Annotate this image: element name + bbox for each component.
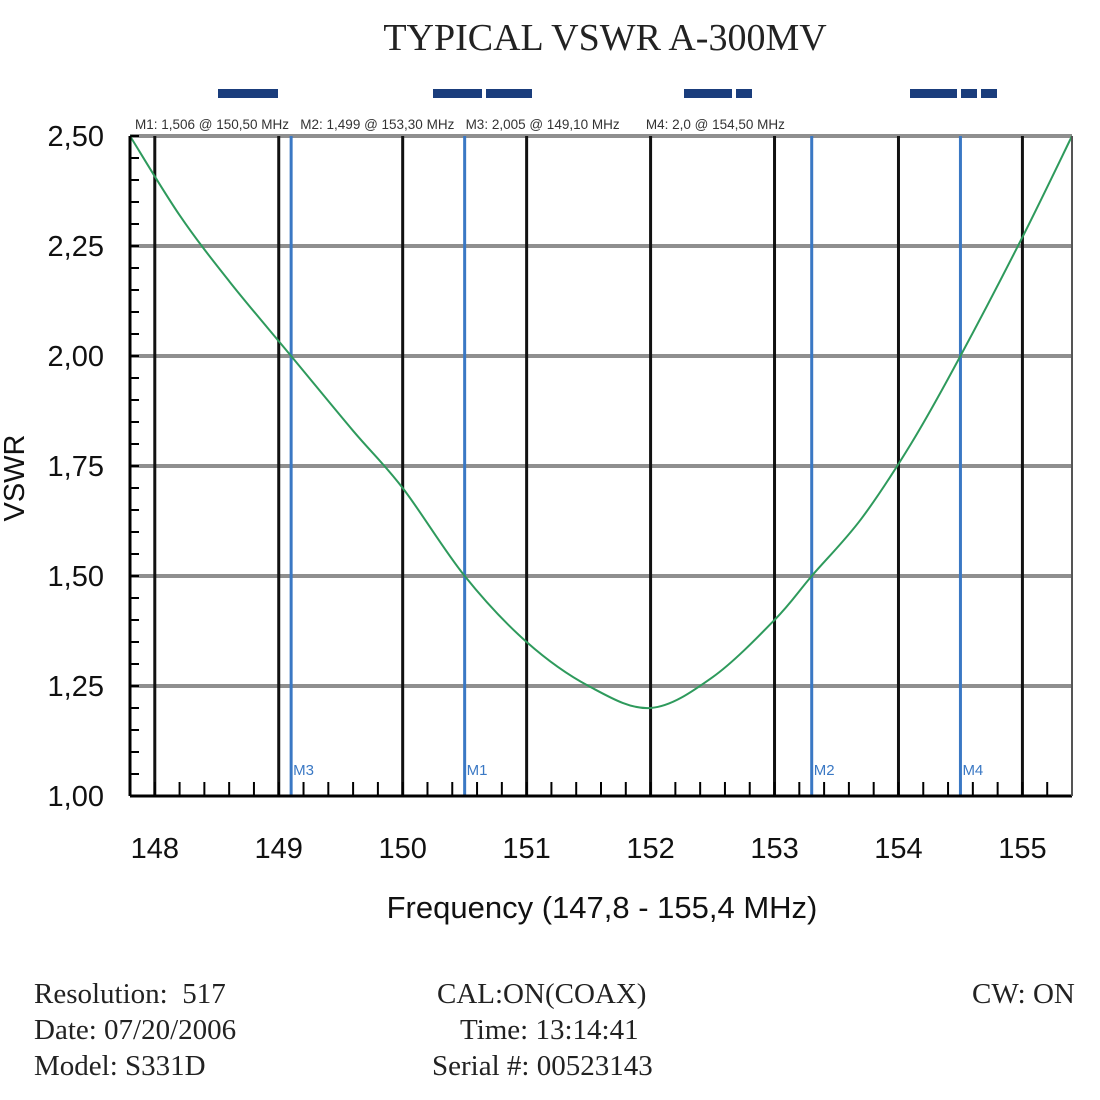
- marker-label: M4: [962, 762, 983, 779]
- x-tick-label: 154: [874, 833, 922, 865]
- vswr-curve: [129, 135, 1073, 710]
- footer-serial: Serial #: 00523143: [432, 1050, 653, 1082]
- y-tick-label: 1,75: [48, 451, 104, 483]
- marker-label: M2: [814, 762, 835, 779]
- x-tick-labels: 148 149 150 151 152 153 154 155: [131, 833, 1047, 865]
- footer-resolution: Resolution: 517: [34, 978, 226, 1010]
- legend-bar: [981, 89, 997, 98]
- footer-model: Model: S331D: [34, 1050, 206, 1082]
- vswr-chart: TYPICAL VSWR A-300MV M1: 1,506 @ 150,50 …: [0, 17, 1073, 925]
- y-tick-label: 1,25: [48, 671, 104, 703]
- x-tick-label: 149: [255, 833, 303, 865]
- footer-time: Time: 13:14:41: [460, 1014, 639, 1046]
- legend-bar: [961, 89, 977, 98]
- legend-bar: [910, 89, 957, 98]
- legend-bar: [218, 89, 278, 98]
- y-tick-label: 1,00: [48, 781, 104, 813]
- marker-lines: M3 M1 M2 M4: [289, 136, 983, 796]
- y-tick-label: 2,00: [48, 341, 104, 373]
- footer-cal: CAL:ON(COAX): [437, 978, 647, 1010]
- x-axis-label: Frequency (147,8 - 155,4 MHz): [387, 890, 818, 925]
- y-tick-labels: 1,00 1,25 1,50 1,75 2,00 2,25 2,50: [48, 121, 104, 813]
- marker-readout: M1: 1,506 @ 150,50 MHz M2: 1,499 @ 153,3…: [135, 117, 785, 132]
- legend-bar: [433, 89, 482, 98]
- marker-label: M3: [293, 762, 314, 779]
- x-tick-label: 151: [502, 833, 550, 865]
- x-tick-label: 155: [998, 833, 1046, 865]
- axes: [128, 136, 1073, 798]
- x-tick-label: 148: [131, 833, 179, 865]
- footer-date: Date: 07/20/2006: [34, 1014, 237, 1046]
- footer-cw: CW: ON: [972, 978, 1075, 1010]
- y-tick-label: 1,50: [48, 561, 104, 593]
- marker-label: M1: [467, 762, 488, 779]
- chart-title: TYPICAL VSWR A-300MV: [383, 17, 827, 59]
- x-tick-label: 150: [378, 833, 426, 865]
- legend-bar: [736, 89, 752, 98]
- y-tick-label: 2,50: [48, 121, 104, 153]
- y-axis-label: VSWR: [0, 435, 31, 522]
- x-tick-label: 153: [750, 833, 798, 865]
- grid: [129, 134, 1073, 797]
- x-tick-label: 152: [626, 833, 674, 865]
- y-tick-label: 2,25: [48, 231, 104, 263]
- legend-bar: [684, 89, 732, 98]
- legend-bar: [486, 89, 532, 98]
